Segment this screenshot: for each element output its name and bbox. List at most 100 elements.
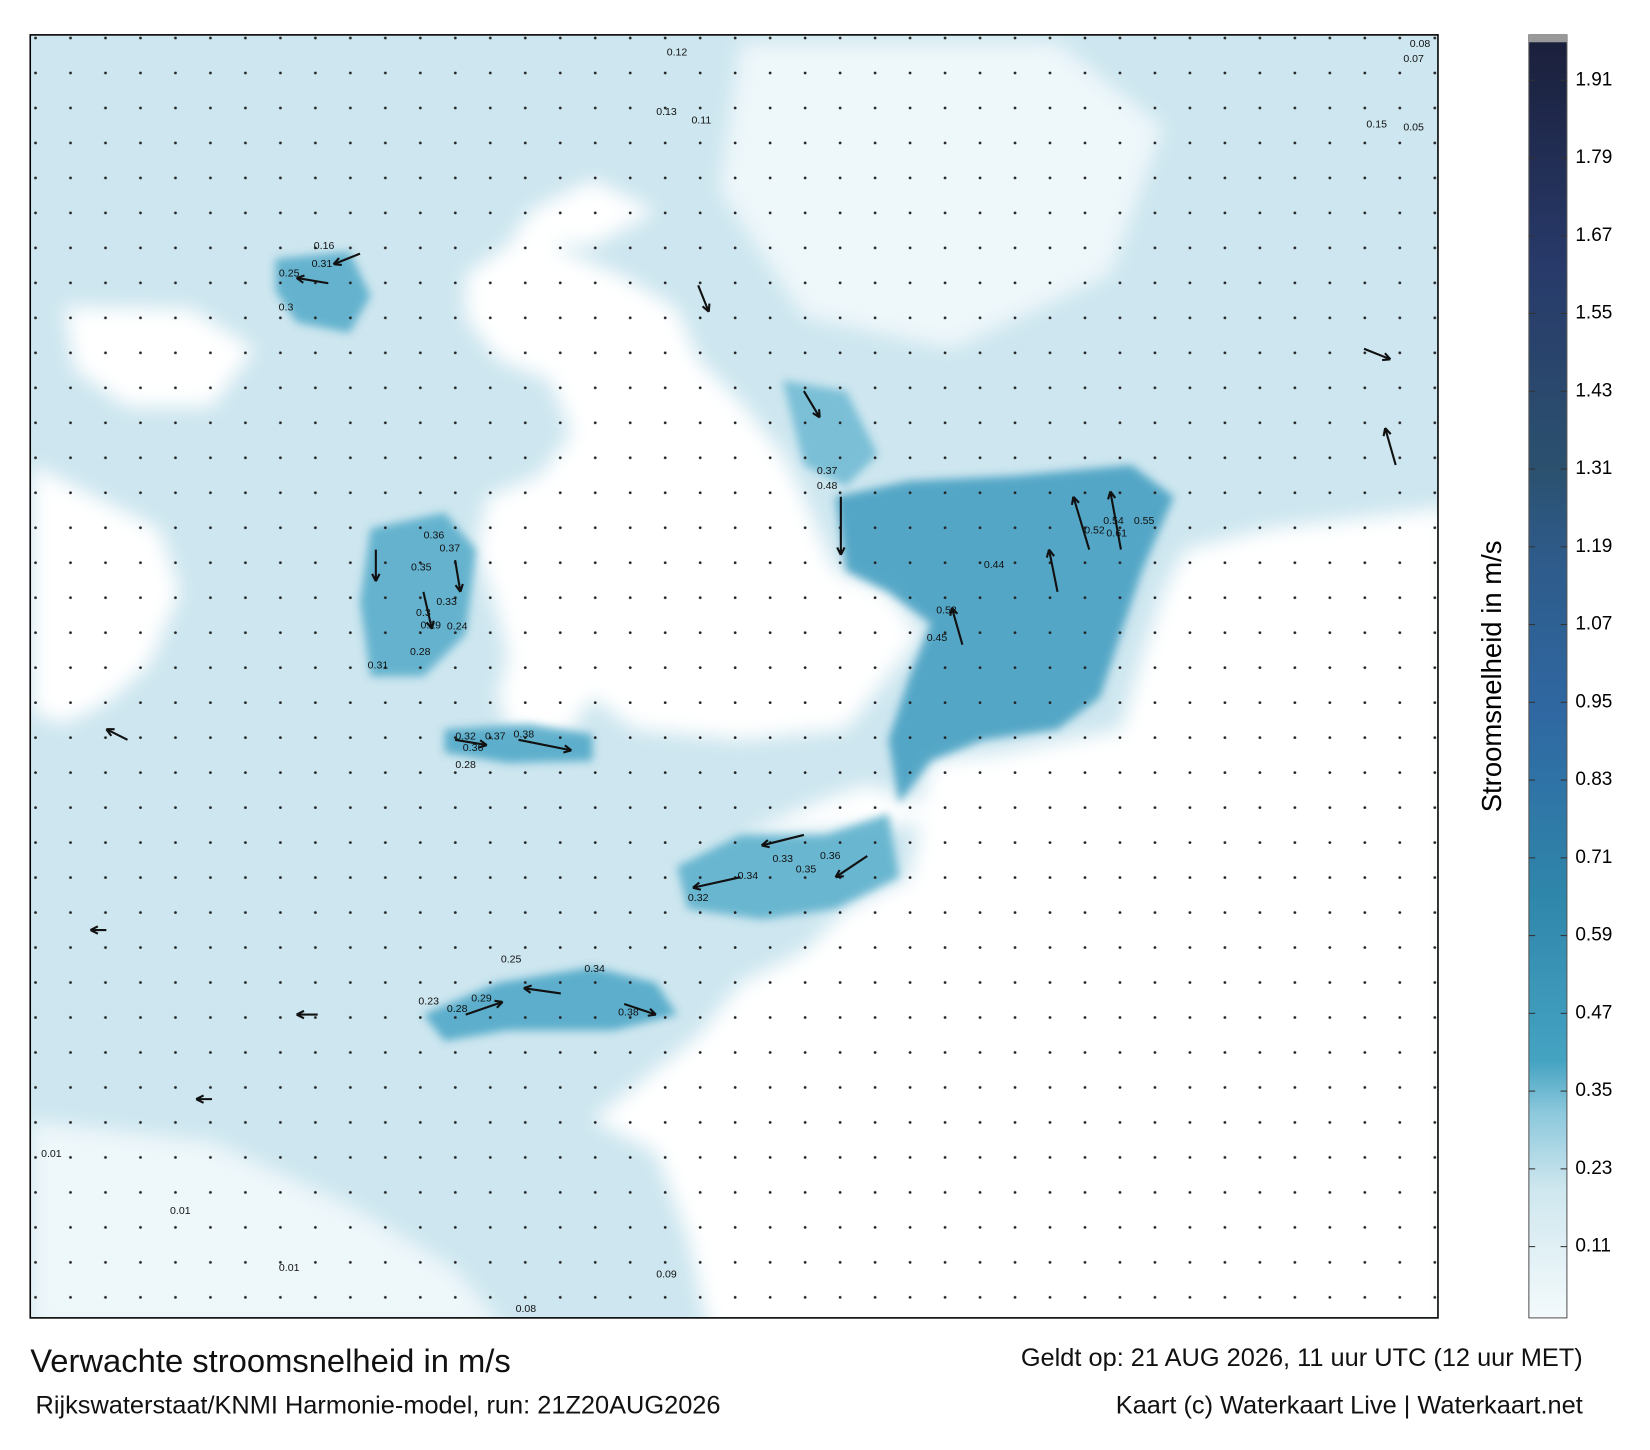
speed-label: 0.54 <box>1103 515 1124 527</box>
speed-label: 0.15 <box>1366 119 1387 131</box>
flow-arrow <box>697 284 711 313</box>
speed-label: 0.28 <box>447 1003 468 1015</box>
grid-dots <box>30 34 1438 1318</box>
speed-label: 0.34 <box>584 963 605 975</box>
flow-arrow <box>105 728 128 741</box>
colorbar-tick-label: 1.07 <box>1575 614 1612 635</box>
colorbar-tick-label: 0.59 <box>1575 925 1612 946</box>
flow-arrow <box>623 1003 657 1017</box>
colorbar-tick-label: 1.55 <box>1575 303 1612 324</box>
speed-label: 0.25 <box>279 268 300 280</box>
flow-arrow <box>295 274 329 285</box>
colorbar-tick-label: 1.91 <box>1575 69 1612 90</box>
colorbar-tick-label: 0.71 <box>1575 847 1612 868</box>
flow-arrow <box>332 252 361 266</box>
flow-arrow <box>1070 495 1091 550</box>
flow-arrow <box>422 591 435 630</box>
speed-label: 0.08 <box>1410 38 1431 50</box>
flow-arrow <box>692 876 741 891</box>
flow-arrow <box>949 606 964 645</box>
colorbar-tick-label: 1.31 <box>1575 458 1612 479</box>
speed-label: 0.44 <box>984 559 1005 571</box>
flow-arrow <box>523 984 561 995</box>
colorbar-tick-label: 0.11 <box>1575 1236 1611 1257</box>
speed-label: 0.35 <box>411 561 432 573</box>
map-area: 0.37 0.48 0.53 0.54 0.55 0.610.52 0.45 0.44 0.36… <box>30 34 1438 1318</box>
flow-arrow <box>296 1009 318 1020</box>
speed-label: 0.31 <box>312 258 333 270</box>
speed-label: 0.48 <box>817 480 838 492</box>
speed-label: 0.36 <box>424 530 445 542</box>
colorbar-tick-label: 1.79 <box>1575 147 1612 168</box>
speed-label: 0.36 <box>820 850 841 862</box>
speed-label: 0.32 <box>688 892 709 904</box>
speed-label: 0.33 <box>436 596 457 608</box>
speed-label: 0.37 <box>440 542 461 554</box>
valid-time: Geldt op: 21 AUG 2026, 11 uur UTC (12 uu… <box>1021 1344 1583 1372</box>
speed-label: 0.25 <box>501 953 522 965</box>
colorbar-tick-label: 1.67 <box>1575 225 1612 246</box>
colorbar <box>1528 34 1568 1319</box>
speed-label: 0.33 <box>772 853 793 865</box>
speed-label: 0.34 <box>738 870 759 882</box>
speed-label: 0.16 <box>314 240 335 252</box>
speed-label: 0.52 <box>1084 524 1105 536</box>
speed-label: 0.3 <box>416 607 431 619</box>
colorbar-tick-label: 0.83 <box>1575 769 1612 790</box>
flow-arrow <box>802 390 821 419</box>
colorbar-tick-label: 1.19 <box>1575 536 1612 557</box>
flow-arrow <box>1107 490 1122 550</box>
credit: Kaart (c) Waterkaart Live | Waterkaart.n… <box>1116 1391 1583 1419</box>
speed-label: 0.45 <box>927 632 948 644</box>
speed-label: 0.37 <box>817 465 838 477</box>
speed-label: 0.01 <box>170 1205 191 1217</box>
speed-label: 0.07 <box>1403 53 1424 65</box>
speed-label: 0.31 <box>368 660 389 672</box>
speed-label: 0.05 <box>1403 122 1424 134</box>
flow-arrow <box>90 925 107 935</box>
flow-arrow <box>465 999 504 1016</box>
map-title: Verwachte stroomsnelheid in m/s <box>30 1342 511 1379</box>
speed-label: 0.12 <box>667 47 688 59</box>
colorbar-tick-label: 0.23 <box>1575 1158 1612 1179</box>
speed-label: 0.3 <box>279 301 294 313</box>
flow-arrow <box>1363 347 1392 362</box>
speed-label: 0.01 <box>41 1148 62 1160</box>
speed-label: 0.29 <box>471 993 492 1005</box>
colorbar-ticks: 0.11 0.23 0.35 0.47 0.59 0.71 0.83 0.95 1.07 1.19… <box>1528 69 1612 1257</box>
flow-arrow <box>518 738 573 754</box>
speed-label: 0.28 <box>410 646 431 658</box>
colorbar-tick-label: 0.47 <box>1575 1002 1612 1023</box>
flow-arrow <box>195 1094 213 1104</box>
flow-arrow <box>454 559 464 593</box>
colorbar-cap <box>1528 34 1567 43</box>
flow-arrow <box>1045 548 1059 593</box>
speed-label: 0.28 <box>455 759 476 771</box>
colorbar-tick-label: 0.95 <box>1575 691 1612 712</box>
flow-arrow <box>760 833 805 849</box>
speed-label: 0.24 <box>447 621 468 633</box>
speed-label: 0.01 <box>279 1262 300 1274</box>
speed-label: 0.61 <box>1106 528 1127 540</box>
speed-label: 0.11 <box>691 114 711 126</box>
speed-label: 0.38 <box>618 1006 639 1018</box>
speed-label: 0.35 <box>796 864 817 876</box>
speed-label: 0.29 <box>421 619 442 631</box>
arrows <box>90 252 1397 1104</box>
colorbar-tick-label: 1.43 <box>1575 380 1612 401</box>
speed-label: 0.55 <box>1134 515 1155 527</box>
speed-label: 0.38 <box>514 728 535 740</box>
speed-label: 0.36 <box>463 742 484 754</box>
colorbar-label: Stroomsnelheid in m/s <box>1476 541 1507 813</box>
map-frame <box>29 34 1439 1319</box>
flow-arrow <box>371 549 381 582</box>
flow-arrow <box>1382 427 1397 466</box>
flow-arrow <box>836 496 846 556</box>
colorbar-tick-label: 0.35 <box>1575 1080 1612 1101</box>
flow-arrow <box>454 738 488 749</box>
speed-label: 0.32 <box>455 730 476 742</box>
speed-label: 0.53 <box>936 605 957 617</box>
speed-label: 0.23 <box>418 996 439 1008</box>
